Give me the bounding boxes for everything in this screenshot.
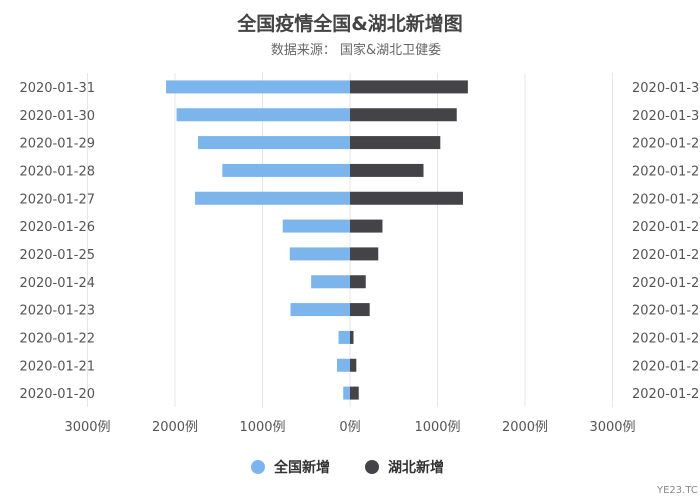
legend[interactable]: 全国新增 湖北新增 xyxy=(251,459,444,476)
category-label: 2020-01-20 xyxy=(19,387,95,402)
bar-national[interactable] xyxy=(338,330,350,344)
category-label-right: 2020-01-2 xyxy=(632,137,699,152)
x-tick-label: 3000例 xyxy=(589,420,635,435)
category-label: 2020-01-28 xyxy=(19,164,95,179)
right-axis-labels: 2020-01-3 2020-01-3 2020-01-2 2020-01-2 2020… xyxy=(632,81,699,402)
bar-national[interactable] xyxy=(343,386,350,400)
category-label-right: 2020-01-3 xyxy=(632,109,699,124)
category-label: 2020-01-30 xyxy=(19,109,95,124)
category-label-right: 2020-01-2 xyxy=(632,304,699,319)
bar-national[interactable] xyxy=(222,163,350,177)
grid xyxy=(87,73,613,407)
legend-marker xyxy=(365,460,379,474)
bar-national[interactable] xyxy=(336,358,350,372)
bar-hubei[interactable] xyxy=(350,247,379,261)
bar-national[interactable] xyxy=(282,219,350,233)
bar-hubei[interactable] xyxy=(350,163,424,177)
category-label: 2020-01-23 xyxy=(19,304,95,319)
bar-national[interactable] xyxy=(166,80,350,94)
x-tick-label: 0例 xyxy=(339,420,360,435)
category-label-right: 2020-01-2 xyxy=(632,359,699,374)
bar-national[interactable] xyxy=(176,108,350,122)
bar-hubei[interactable] xyxy=(350,191,463,205)
x-tick-label: 2000例 xyxy=(152,420,198,435)
bar-hubei[interactable] xyxy=(350,136,441,150)
category-label: 2020-01-21 xyxy=(19,359,95,374)
bar-hubei[interactable] xyxy=(350,80,468,94)
category-label: 2020-01-26 xyxy=(19,220,95,235)
bar-hubei[interactable] xyxy=(350,330,354,344)
category-label: 2020-01-27 xyxy=(19,192,95,207)
chart-subtitle: 数据来源： 国家&湖北卫健委 xyxy=(271,42,441,58)
watermark: YE23.TC xyxy=(656,485,698,496)
category-label: 2020-01-29 xyxy=(19,137,95,152)
category-label: 2020-01-25 xyxy=(19,248,95,263)
bar-national[interactable] xyxy=(198,136,350,150)
legend-label[interactable]: 湖北新增 xyxy=(388,459,444,476)
x-tick-label: 3000例 xyxy=(64,420,110,435)
x-tick-label: 1000例 xyxy=(414,420,460,435)
bar-national[interactable] xyxy=(289,247,350,261)
category-label: 2020-01-31 xyxy=(19,81,95,96)
x-axis-ticks: 3000例 2000例 1000例 0例 1000例 2000例 3000例 xyxy=(64,420,635,435)
x-tick-label: 1000例 xyxy=(239,420,285,435)
left-axis-labels: 2020-01-31 2020-01-30 2020-01-29 2020-01-28… xyxy=(19,81,95,402)
category-label-right: 2020-01-2 xyxy=(632,220,699,235)
category-label: 2020-01-24 xyxy=(19,276,95,291)
legend-label[interactable]: 全国新增 xyxy=(273,459,330,476)
category-label-right: 2020-01-2 xyxy=(632,331,699,346)
bar-national[interactable] xyxy=(195,191,350,205)
bars xyxy=(166,80,468,400)
x-tick-label: 2000例 xyxy=(502,420,548,435)
chart-title: 全国疫情全国&湖北新增图 xyxy=(236,12,463,35)
bar-hubei[interactable] xyxy=(350,108,457,122)
legend-marker xyxy=(251,460,265,474)
category-label-right: 2020-01-2 xyxy=(632,387,699,402)
category-label: 2020-01-22 xyxy=(19,331,95,346)
category-label-right: 2020-01-3 xyxy=(632,81,699,96)
bar-hubei[interactable] xyxy=(350,358,357,372)
bar-national[interactable] xyxy=(290,303,351,317)
category-label-right: 2020-01-2 xyxy=(632,248,699,263)
bar-hubei[interactable] xyxy=(350,386,359,400)
bar-hubei[interactable] xyxy=(350,303,370,317)
category-label-right: 2020-01-2 xyxy=(632,276,699,291)
bar-national[interactable] xyxy=(311,275,350,289)
bar-hubei[interactable] xyxy=(350,219,383,233)
bar-hubei[interactable] xyxy=(350,275,366,289)
category-label-right: 2020-01-2 xyxy=(632,164,699,179)
category-label-right: 2020-01-2 xyxy=(632,192,699,207)
